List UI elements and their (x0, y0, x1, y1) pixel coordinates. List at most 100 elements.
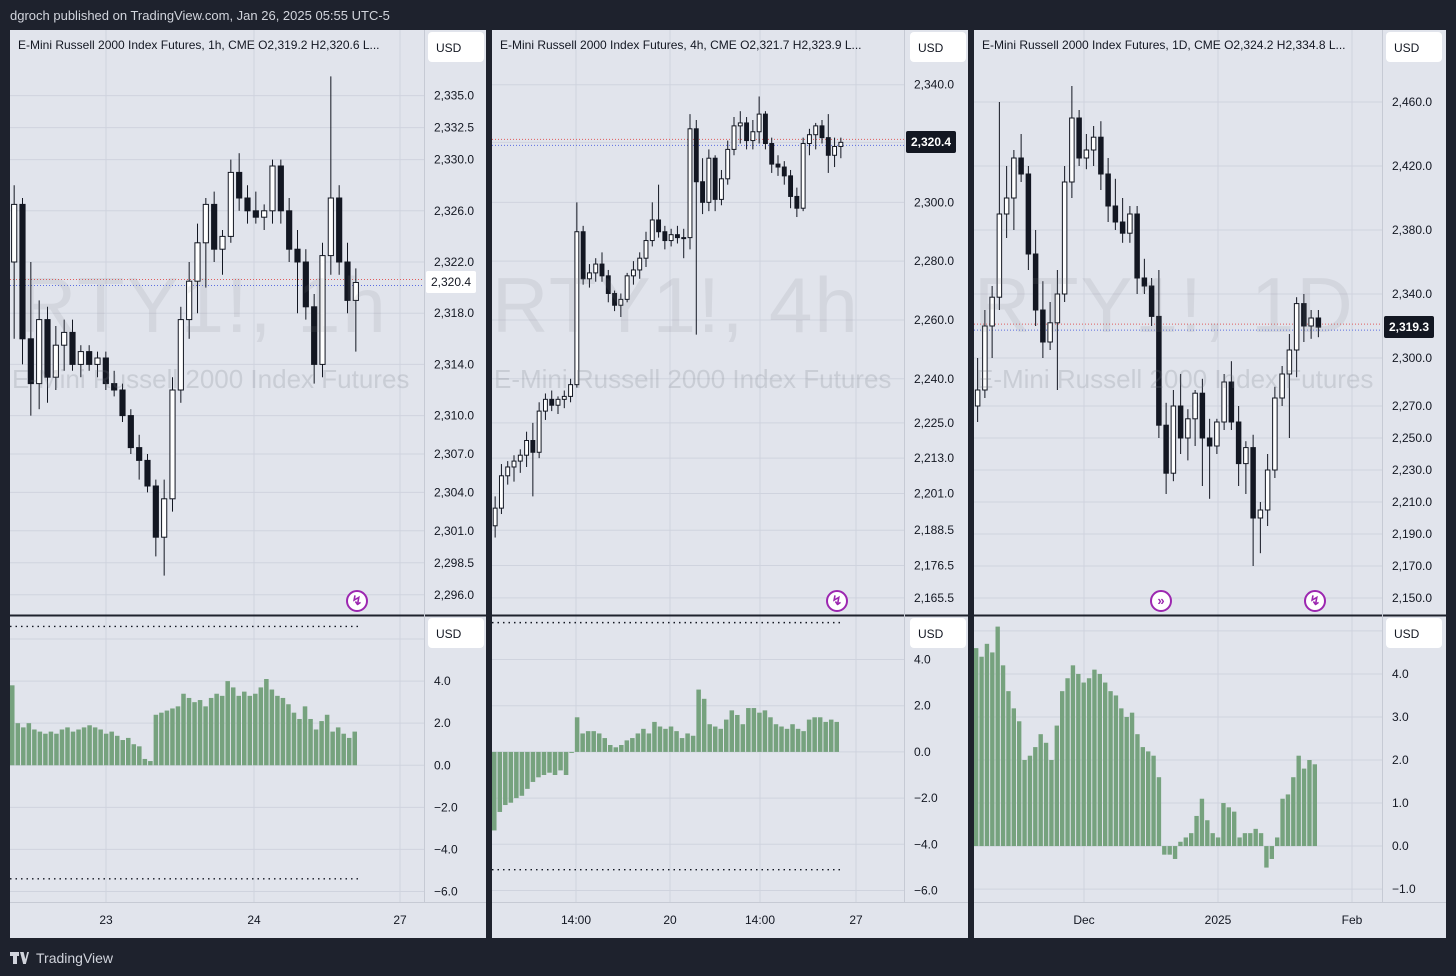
bolt-icon[interactable]: ↯ (346, 590, 368, 612)
histogram-bar (1226, 807, 1231, 847)
histogram-bar (32, 729, 37, 766)
histogram-bar (1081, 682, 1086, 847)
histogram-bar (806, 719, 812, 752)
chart-panel-1d[interactable]: 2,460.0 2,420.0 2,380.0 2,340.0 2,300.0 2,270… (974, 30, 1446, 938)
price-tick-label: 2,340.0 (1392, 287, 1432, 301)
candle (111, 370, 118, 397)
histogram-bar (563, 751, 569, 776)
histogram-bar (264, 679, 269, 766)
candle (599, 252, 605, 282)
candle (186, 262, 193, 339)
candle (800, 137, 806, 212)
candle (612, 290, 618, 312)
price-tick-label: 2,270.0 (1392, 399, 1432, 413)
histogram-bar (335, 727, 341, 766)
histogram-bar (131, 744, 137, 766)
candle (294, 230, 301, 314)
histogram-bar (1049, 760, 1054, 847)
candle (618, 293, 624, 318)
price-tick-label: 2,188.5 (914, 523, 954, 537)
candle (1286, 334, 1293, 438)
candle (605, 269, 611, 303)
candle (1083, 134, 1090, 170)
chart-svg[interactable]: 2,460.0 2,420.0 2,380.0 2,340.0 2,300.0 2,270… (974, 30, 1446, 938)
osc-tick-label: 2.0 (1392, 753, 1409, 767)
candle (1185, 409, 1191, 461)
skip-forward-icon[interactable]: » (1150, 590, 1172, 612)
candle (718, 169, 724, 206)
histogram-bar (1285, 794, 1291, 847)
histogram-bar (81, 727, 87, 766)
chart-svg[interactable]: 2,340.0 2,300.0 2,280.0 2,260.0 2,240.0 2,225… (492, 30, 968, 938)
histogram-bar (740, 724, 746, 752)
histogram-bar (724, 719, 729, 752)
histogram-bar (1183, 837, 1188, 847)
price-tick-label: 2,150.0 (1392, 591, 1432, 605)
candle (781, 161, 787, 185)
osc-currency-button[interactable]: USD (910, 618, 966, 648)
histogram-bar (197, 700, 203, 766)
chart-svg[interactable]: 2,335.0 2,332.5 2,330.0 2,326.0 2,322.0 2,318… (10, 30, 486, 938)
histogram-bar (1038, 734, 1043, 847)
histogram-bar (159, 712, 164, 766)
histogram-bar (1280, 798, 1285, 847)
histogram-bar (712, 726, 718, 752)
histogram-bar (1296, 755, 1301, 847)
histogram-bar (613, 747, 619, 752)
candle (1214, 418, 1220, 454)
chart-panel-1h[interactable]: 2,335.0 2,332.5 2,330.0 2,326.0 2,322.0 2,318… (10, 30, 486, 938)
bolt-icon[interactable]: ↯ (1304, 590, 1326, 612)
candle (27, 262, 34, 416)
candle (86, 345, 93, 371)
candle (511, 455, 517, 482)
candle (202, 198, 209, 288)
price-tick-label: 2,298.5 (434, 556, 474, 570)
time-tick-label: 27 (849, 913, 863, 927)
candle (344, 242, 351, 314)
osc-currency-button[interactable]: USD (428, 618, 484, 648)
price-tick-label: 2,280.0 (914, 254, 954, 268)
histogram-bar (768, 717, 773, 752)
price-tick-label: 2,296.0 (434, 588, 474, 602)
histogram-bar (1065, 678, 1070, 847)
candle (61, 319, 68, 371)
histogram-bar (302, 706, 308, 766)
candle (119, 383, 126, 422)
histogram-bar (519, 751, 525, 796)
histogram-bar (492, 751, 497, 831)
histogram-bar (817, 717, 823, 752)
histogram-bar (1291, 777, 1296, 847)
chart-panel-4h[interactable]: 2,340.0 2,300.0 2,280.0 2,260.0 2,240.0 2,225… (492, 30, 968, 938)
histogram-bar (674, 731, 679, 752)
osc-tick-label: −4.0 (434, 842, 458, 856)
currency-button[interactable]: USD (910, 32, 966, 62)
bolt-icon[interactable]: ↯ (826, 590, 848, 612)
histogram-bar (214, 693, 219, 766)
histogram-bar (219, 695, 225, 766)
candle (794, 187, 800, 218)
candle (1127, 206, 1133, 243)
histogram-bar (646, 733, 652, 752)
histogram-bar (253, 693, 258, 766)
histogram-bar (514, 751, 519, 799)
histogram-bar (1060, 691, 1065, 847)
histogram-bar (707, 724, 712, 752)
candle (530, 422, 536, 497)
candle (1264, 454, 1271, 526)
candle (681, 228, 687, 259)
currency-button[interactable]: USD (1386, 32, 1442, 62)
histogram-bar (21, 727, 26, 766)
histogram-bar (828, 719, 834, 752)
histogram-bar (530, 751, 536, 782)
histogram-bar (1301, 768, 1307, 847)
histogram-bar (1124, 716, 1129, 847)
histogram-bar (608, 744, 613, 752)
osc-currency-button[interactable]: USD (1386, 618, 1442, 648)
chart-legend: E-Mini Russell 2000 Index Futures, 1h, C… (18, 38, 380, 52)
candle (744, 117, 750, 150)
candle (1235, 406, 1242, 486)
candle (505, 461, 511, 485)
histogram-bar (297, 718, 302, 766)
currency-button[interactable]: USD (428, 32, 484, 62)
price-tick-label: 2,301.0 (434, 524, 474, 538)
